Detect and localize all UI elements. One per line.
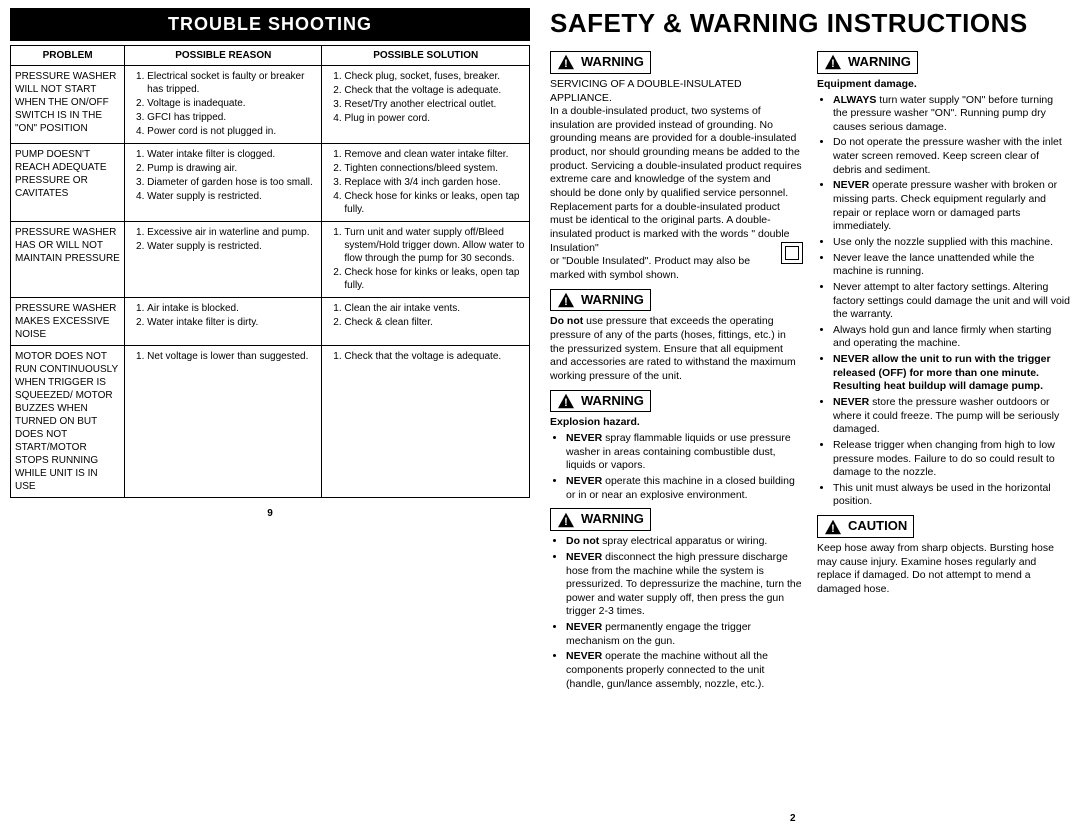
troubleshooting-panel: TROUBLE SHOOTING PROBLEM POSSIBLE REASON… (0, 0, 540, 834)
list-item: This unit must always be used in the hor… (833, 482, 1070, 509)
double-insulated-icon (781, 242, 803, 264)
list-item: Never attempt to alter factory settings.… (833, 281, 1070, 322)
safety-title: SAFETY & WARNING INSTRUCTIONS (550, 8, 1070, 39)
warning-5-list: ALWAYS turn water supply "ON" before tur… (817, 94, 1070, 510)
problem-cell: PRESSURE WASHER HAS OR WILL NOT MAINTAIN… (11, 222, 125, 298)
solution-cell: Check plug, socket, fuses, breaker.Check… (322, 66, 530, 144)
warning-label: WARNING (581, 393, 644, 410)
warning-box-4: WARNING (550, 508, 651, 531)
col-solution: POSSIBLE SOLUTION (322, 46, 530, 66)
list-item: NEVER allow the unit to run with the tri… (833, 353, 1070, 394)
solution-cell: Clean the air intake vents.Check & clean… (322, 298, 530, 346)
reason-cell: Water intake filter is clogged.Pump is d… (125, 144, 322, 222)
warning-label: WARNING (581, 511, 644, 528)
warning-label: WARNING (581, 54, 644, 71)
warning-icon (824, 519, 842, 535)
list-item: NEVER operate the machine without all th… (566, 650, 803, 691)
problem-cell: PRESSURE WASHER MAKES EXCESSIVE NOISE (11, 298, 125, 346)
list-item: ALWAYS turn water supply "ON" before tur… (833, 94, 1070, 135)
list-item: Do not spray electrical apparatus or wir… (566, 535, 803, 549)
page-number-right: 2 (790, 813, 796, 824)
table-row: MOTOR DOES NOT RUN CONTINUOUSLY WHEN TRI… (11, 346, 530, 498)
reason-cell: Electrical socket is faulty or breaker h… (125, 66, 322, 144)
caution-body: Keep hose away from sharp objects. Burst… (817, 542, 1070, 597)
list-item: NEVER store the pressure washer outdoors… (833, 396, 1070, 437)
troubleshooting-table: PROBLEM POSSIBLE REASON POSSIBLE SOLUTIO… (10, 45, 530, 498)
warning-2-body: Do not use pressure that exceeds the ope… (550, 315, 803, 383)
warning-3-sub: Explosion hazard. (550, 416, 803, 430)
reason-cell: Net voltage is lower than suggested. (125, 346, 322, 498)
solution-cell: Turn unit and water supply off/Bleed sys… (322, 222, 530, 298)
warning-3-list: NEVER spray flammable liquids or use pre… (550, 432, 803, 502)
list-item: Do not operate the pressure washer with … (833, 136, 1070, 177)
solution-cell: Remove and clean water intake filter.Tig… (322, 144, 530, 222)
document-page: TROUBLE SHOOTING PROBLEM POSSIBLE REASON… (0, 0, 1080, 834)
warning-box-1: WARNING (550, 51, 651, 74)
troubleshooting-header: TROUBLE SHOOTING (10, 8, 530, 41)
warning-5-sub: Equipment damage. (817, 78, 1070, 92)
table-row: PRESSURE WASHER WILL NOT START WHEN THE … (11, 66, 530, 144)
reason-cell: Air intake is blocked.Water intake filte… (125, 298, 322, 346)
list-item: NEVER operate this machine in a closed b… (566, 475, 803, 502)
safety-col-b: WARNING Equipment damage. ALWAYS turn wa… (817, 45, 1070, 695)
problem-cell: PRESSURE WASHER WILL NOT START WHEN THE … (11, 66, 125, 144)
warning-icon (557, 54, 575, 70)
problem-cell: MOTOR DOES NOT RUN CONTINUOUSLY WHEN TRI… (11, 346, 125, 498)
warning-1-body: SERVICING OF A DOUBLE-INSULATED APPLIANC… (550, 78, 803, 283)
list-item: Use only the nozzle supplied with this m… (833, 236, 1070, 250)
list-item: NEVER operate pressure washer with broke… (833, 179, 1070, 234)
warning-box-2: WARNING (550, 289, 651, 312)
col-reason: POSSIBLE REASON (125, 46, 322, 66)
warning-box-5: WARNING (817, 51, 918, 74)
safety-panel: SAFETY & WARNING INSTRUCTIONS WARNING SE… (540, 0, 1080, 834)
list-item: Always hold gun and lance firmly when st… (833, 324, 1070, 351)
solution-cell: Check that the voltage is adequate. (322, 346, 530, 498)
table-row: PRESSURE WASHER MAKES EXCESSIVE NOISEAir… (11, 298, 530, 346)
safety-col-a: WARNING SERVICING OF A DOUBLE-INSULATED … (550, 45, 803, 695)
warning-4-list: Do not spray electrical apparatus or wir… (550, 535, 803, 691)
list-item: NEVER spray flammable liquids or use pre… (566, 432, 803, 473)
warning-label: WARNING (848, 54, 911, 71)
page-number-left: 9 (10, 508, 530, 519)
warning-box-3: WARNING (550, 390, 651, 413)
warning-icon (557, 292, 575, 308)
list-item: NEVER permanently engage the trigger mec… (566, 621, 803, 648)
table-row: PUMP DOESN'T REACH ADEQUATE PRESSURE OR … (11, 144, 530, 222)
caution-label: CAUTION (848, 518, 907, 535)
warning-icon (557, 393, 575, 409)
list-item: Never leave the lance unattended while t… (833, 252, 1070, 279)
warning-icon (557, 512, 575, 528)
list-item: Release trigger when changing from high … (833, 439, 1070, 480)
reason-cell: Excessive air in waterline and pump.Wate… (125, 222, 322, 298)
warning-label: WARNING (581, 292, 644, 309)
col-problem: PROBLEM (11, 46, 125, 66)
list-item: NEVER disconnect the high pressure disch… (566, 551, 803, 619)
problem-cell: PUMP DOESN'T REACH ADEQUATE PRESSURE OR … (11, 144, 125, 222)
caution-box: CAUTION (817, 515, 914, 538)
table-row: PRESSURE WASHER HAS OR WILL NOT MAINTAIN… (11, 222, 530, 298)
warning-icon (824, 54, 842, 70)
